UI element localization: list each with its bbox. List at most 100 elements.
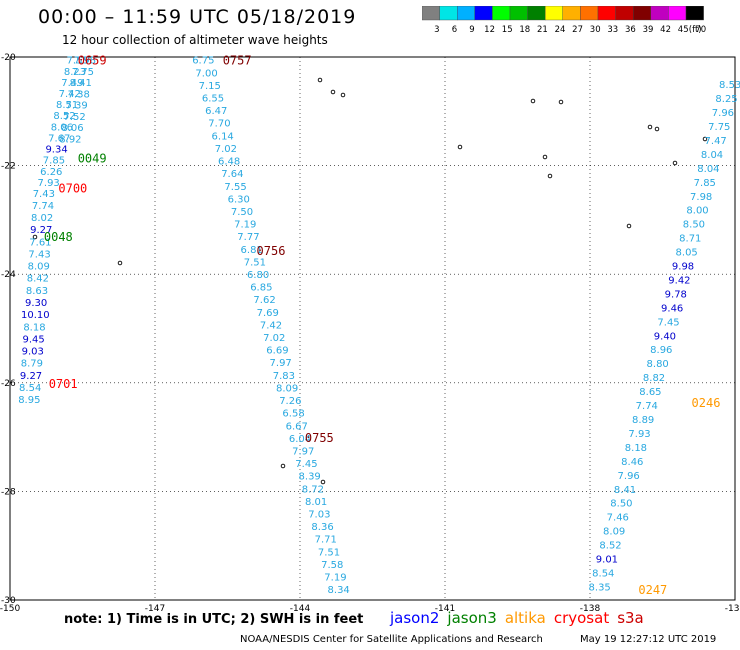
island-outline (547, 173, 553, 179)
wave-height-value: 7.55 (224, 182, 246, 193)
island-outline (558, 99, 564, 105)
island-outline (626, 223, 632, 229)
wave-height-value: 7.93 (628, 429, 650, 440)
pass-time-label: 0659 (78, 54, 107, 68)
wave-height-value: 8.09 (28, 262, 50, 273)
color-scale-legend: 3 6 9 12 15 18 21 24 27 30 33 36 39 42 45 70(ft) (422, 6, 706, 34)
grid-lines (10, 57, 735, 600)
wave-height-value: 6.55 (202, 94, 224, 105)
wave-height-value: 7.85 (43, 156, 65, 167)
satellite-legend: jason2 jason3 altika cryosat s3a (390, 609, 652, 627)
generation-timestamp: May 19 12:27:12 UTC 2019 (580, 634, 717, 645)
island-outline (32, 234, 38, 240)
wave-height-value: 8.18 (23, 322, 45, 333)
wave-height-value: 7.43 (33, 189, 55, 200)
colorbar-label: 39 (643, 25, 654, 34)
wave-height-value: 9.30 (25, 298, 47, 309)
y-tick-label: -30 (1, 596, 16, 606)
colorbar-label: 21 (537, 25, 548, 34)
wave-height-value: 9.27 (30, 225, 52, 236)
island-outline (702, 136, 708, 142)
wave-height-value: 8.50 (610, 499, 632, 510)
pass-time-label: 0049 (78, 151, 107, 165)
colorbar-label: 33 (607, 25, 618, 34)
wave-height-value: 8.06 (61, 123, 83, 134)
colorbar-label: 27 (572, 25, 583, 34)
wave-height-value: 6.48 (218, 157, 240, 168)
colorbar-label: 45 (678, 25, 689, 34)
x-tick-label: -144 (290, 604, 311, 612)
wave-height-value: 7.98 (690, 192, 712, 203)
colorbar-label: 42 (660, 25, 671, 34)
wave-height-value: 8.96 (650, 345, 672, 356)
chart-subtitle: 12 hour collection of altimeter wave hei… (62, 33, 328, 47)
wave-height-value: 8.65 (639, 387, 661, 398)
wave-height-value: 7.19 (324, 573, 346, 584)
y-tick-label: -24 (1, 270, 16, 280)
x-tick-label: -150 (0, 604, 20, 612)
wave-height-value: 7.97 (292, 446, 314, 457)
wave-height-value: 7.77 (237, 232, 259, 243)
colorbar-label: 6 (452, 25, 457, 34)
island-outline (672, 160, 678, 166)
wave-height-value: 8.89 (632, 415, 654, 426)
y-tick-label: -26 (1, 379, 16, 389)
wave-height-value: 7.49 (61, 78, 83, 89)
wave-height-value: 7.75 (708, 122, 730, 133)
wave-height-value: 6.04 (289, 434, 311, 445)
wave-height-value: 7.98 (74, 56, 96, 67)
wave-height-value: 7.42 (59, 89, 81, 100)
y-tick-label: -20 (1, 53, 16, 63)
wave-height-value: 7.85 (694, 178, 716, 189)
wave-height-value: 8.09 (603, 527, 625, 538)
pass-time-label: 0757 (223, 54, 252, 68)
wave-height-value: 8.39 (299, 472, 321, 483)
island-outline (317, 77, 323, 83)
wave-height-value: 7.70 (208, 119, 230, 130)
colorbar-label: 24 (555, 25, 566, 34)
wave-height-value: 8.79 (21, 359, 43, 370)
credit-line: NOAA/NESDIS Center for Satellite Applica… (240, 634, 543, 645)
wave-height-value: 8.05 (676, 248, 698, 259)
wave-height-value: 7.02 (215, 144, 237, 155)
wave-height-value: 8.23 (64, 67, 86, 78)
wave-height-value: 7.45 (295, 459, 317, 470)
wave-height-value: 7.02 (263, 333, 285, 344)
wave-height-value: 7.96 (618, 471, 640, 482)
wave-height-value: 8.82 (643, 373, 665, 384)
y-tick-label: -28 (1, 487, 16, 497)
y-tick-label: -22 (1, 162, 16, 172)
pass-time-label: 0756 (257, 244, 286, 258)
wave-height-value: 7.69 (257, 308, 279, 319)
wave-height-value: 7.61 (29, 237, 51, 248)
wave-height-value: 9.98 (672, 262, 694, 273)
wave-height-value: 7.50 (231, 207, 253, 218)
plot-frame (9, 56, 736, 601)
colorbar-label: 3 (434, 25, 439, 34)
wave-height-value: 7.19 (234, 220, 256, 231)
colorbar-label: 18 (519, 25, 530, 34)
wave-height-value: 7.75 (72, 67, 94, 78)
x-tick-label: -141 (435, 604, 455, 612)
colorbar-label: 15 (502, 25, 513, 34)
island-outline (340, 92, 346, 98)
wave-height-value: 7.97 (270, 358, 292, 369)
wave-height-value: 8.25 (715, 94, 737, 105)
wave-height-value: 7.71 (315, 535, 337, 546)
x-tick-label: -138 (580, 604, 601, 612)
pass-time-label: 0247 (638, 583, 667, 597)
wave-height-value: 6.47 (205, 106, 227, 117)
colorbar-label: 9 (469, 25, 474, 34)
island-outline (654, 126, 660, 132)
island-outlines (32, 77, 708, 485)
x-tick-label: -135 (725, 604, 740, 612)
wave-height-value: 8.80 (647, 359, 669, 370)
wave-height-value: 7.15 (199, 81, 221, 92)
island-outline (320, 479, 326, 485)
wave-height-value: 7.62 (253, 295, 275, 306)
colorbar-label: 12 (484, 25, 495, 34)
island-outline (542, 154, 548, 160)
island-outline (647, 124, 653, 130)
wave-height-value: 7.39 (65, 101, 87, 112)
wave-height-value: 8.18 (625, 443, 647, 454)
